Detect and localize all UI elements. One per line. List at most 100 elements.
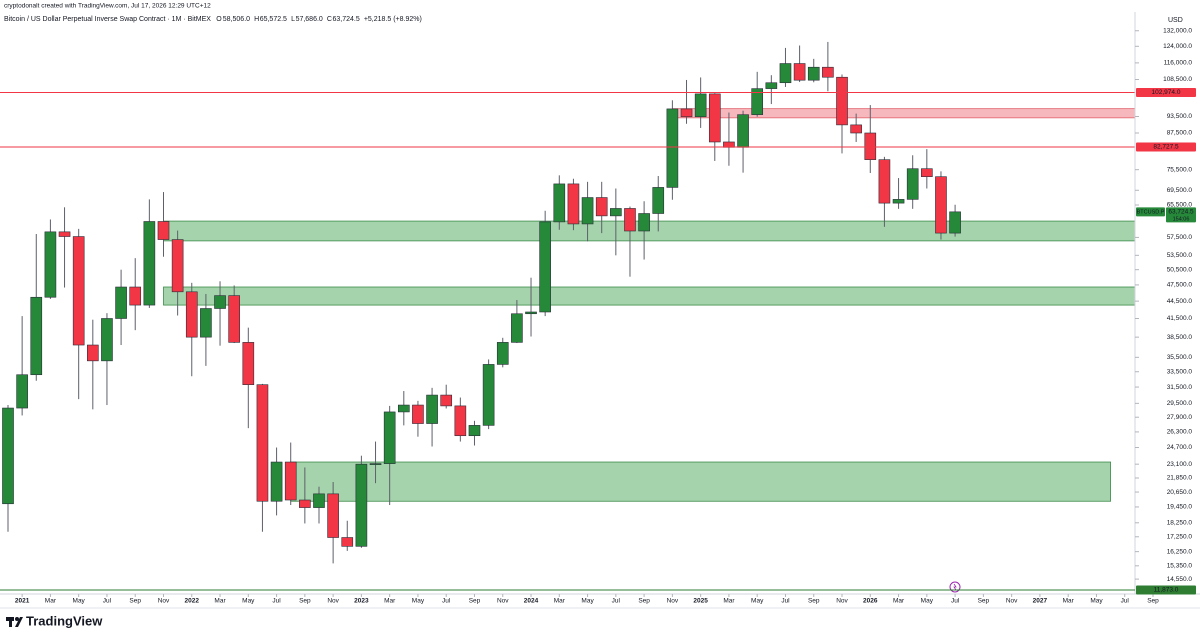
currency: USD (1168, 17, 1183, 24)
x-tick-label: Sep (1147, 598, 1159, 605)
candle-body (708, 93, 721, 143)
y-tick-label: 44,500.0 (1167, 298, 1193, 305)
x-tick-label: Mar (893, 598, 905, 605)
price-label: 102,974.0 (1152, 89, 1181, 96)
y-tick-label: 53,500.0 (1167, 252, 1193, 259)
y-tick-label: 33,500.0 (1167, 368, 1193, 375)
x-tick-label: Nov (158, 598, 170, 605)
candle-body (921, 168, 933, 177)
x-tick-label: Mar (554, 598, 566, 605)
candle-body (468, 425, 481, 437)
x-tick-label: 2025 (693, 598, 708, 605)
x-tick-label: Nov (667, 598, 679, 605)
candle-body (87, 344, 99, 362)
candle-body (539, 221, 551, 313)
y-tick-label: 41,500.0 (1167, 315, 1193, 322)
plot-area (0, 41, 1135, 564)
candle-body (143, 221, 156, 306)
candle-body (214, 295, 226, 309)
y-tick-label: 26,300.0 (1167, 429, 1193, 436)
x-tick-label: May (751, 598, 764, 605)
y-tick-label: 93,500.0 (1167, 113, 1193, 120)
last-price-label: 63,724.5 (1168, 209, 1194, 216)
x-tick-label: Nov (836, 598, 848, 605)
ohlc-key: L (291, 16, 295, 23)
candle-body (284, 461, 297, 501)
x-tick-label: Sep (299, 598, 311, 605)
x-tick-label: May (921, 598, 934, 605)
zone (163, 286, 1135, 306)
candle-body (624, 208, 636, 232)
y-tick-label: 87,500.0 (1167, 130, 1193, 137)
candle-body (595, 197, 608, 217)
x-tick-label: Mar (723, 598, 735, 605)
y-tick-label: 69,500.0 (1167, 187, 1193, 194)
candle-body (101, 318, 113, 362)
ohlc-key: C (327, 16, 332, 23)
candle-body (454, 405, 467, 437)
x-tick-label: May (242, 598, 255, 605)
brand-logo (6, 617, 23, 627)
y-tick-label: 24,700.0 (1167, 444, 1193, 451)
candle-body (30, 296, 43, 376)
candle-body (129, 286, 142, 306)
x-tick-label: 2021 (15, 598, 30, 605)
candle-body (44, 231, 57, 298)
last-price-name: BTCUSD.P (1137, 209, 1165, 215)
candle-body (737, 114, 749, 148)
x-tick-label: Sep (808, 598, 820, 605)
y-tick-label: 116,000.0 (1164, 60, 1193, 67)
x-tick-label: Sep (129, 598, 141, 605)
candle-body (327, 493, 339, 538)
candle-body (935, 176, 947, 234)
candle-body (242, 342, 255, 385)
candle-body (482, 364, 495, 426)
candle-body (949, 211, 961, 234)
candle-body (850, 124, 862, 134)
x-tick-label: Mar (214, 598, 226, 605)
candle-body (779, 63, 792, 84)
candle-body (666, 108, 679, 188)
ohlc-key: H (254, 16, 259, 23)
y-tick-label: 17,250.0 (1167, 534, 1193, 541)
candle-body (638, 213, 650, 232)
candle-body (2, 407, 14, 505)
price-label-box (1136, 142, 1196, 152)
x-tick-label: Mar (45, 598, 57, 605)
ohlc-value: 57,686.0 (296, 16, 323, 23)
candle-body (567, 183, 580, 225)
candle-body (610, 208, 622, 217)
candle-body (341, 537, 354, 547)
candle-body (383, 411, 396, 464)
y-tick-label: 65,500.0 (1167, 202, 1193, 209)
candle-body (228, 295, 240, 343)
x-tick-label: May (1090, 598, 1103, 605)
y-tick-label: 124,000.0 (1163, 43, 1192, 50)
candle-body (553, 183, 566, 223)
ohlc-value: 63,724.5 (332, 16, 359, 23)
candle-body (906, 168, 919, 200)
x-tick-label: 2022 (185, 598, 200, 605)
candle-body (157, 221, 170, 240)
x-tick-label: Sep (638, 598, 650, 605)
candle-body (793, 63, 806, 81)
x-tick-label: Jul (103, 598, 112, 605)
countdown: 154:06 (1173, 216, 1190, 222)
x-tick-label: 2026 (863, 598, 878, 605)
candle-body (878, 159, 891, 204)
x-tick-label: Jul (272, 598, 281, 605)
x-tick-label: 2024 (524, 598, 539, 605)
ohlc-value: 65,572.5 (260, 16, 287, 23)
x-tick-label: 2027 (1033, 598, 1048, 605)
zone (290, 461, 1111, 502)
y-tick-label: 27,900.0 (1167, 414, 1193, 421)
y-tick-label: 47,500.0 (1167, 282, 1193, 289)
y-tick-label: 50,500.0 (1167, 266, 1193, 273)
y-tick-label: 75,500.0 (1167, 166, 1193, 173)
candle-body (694, 93, 707, 118)
y-tick-label: 57,500.0 (1167, 234, 1193, 241)
y-tick-label: 108,500.0 (1163, 76, 1192, 83)
chart-title: Bitcoin / US Dollar Perpetual Inverse Sw… (4, 16, 211, 23)
candle-body (171, 239, 184, 293)
